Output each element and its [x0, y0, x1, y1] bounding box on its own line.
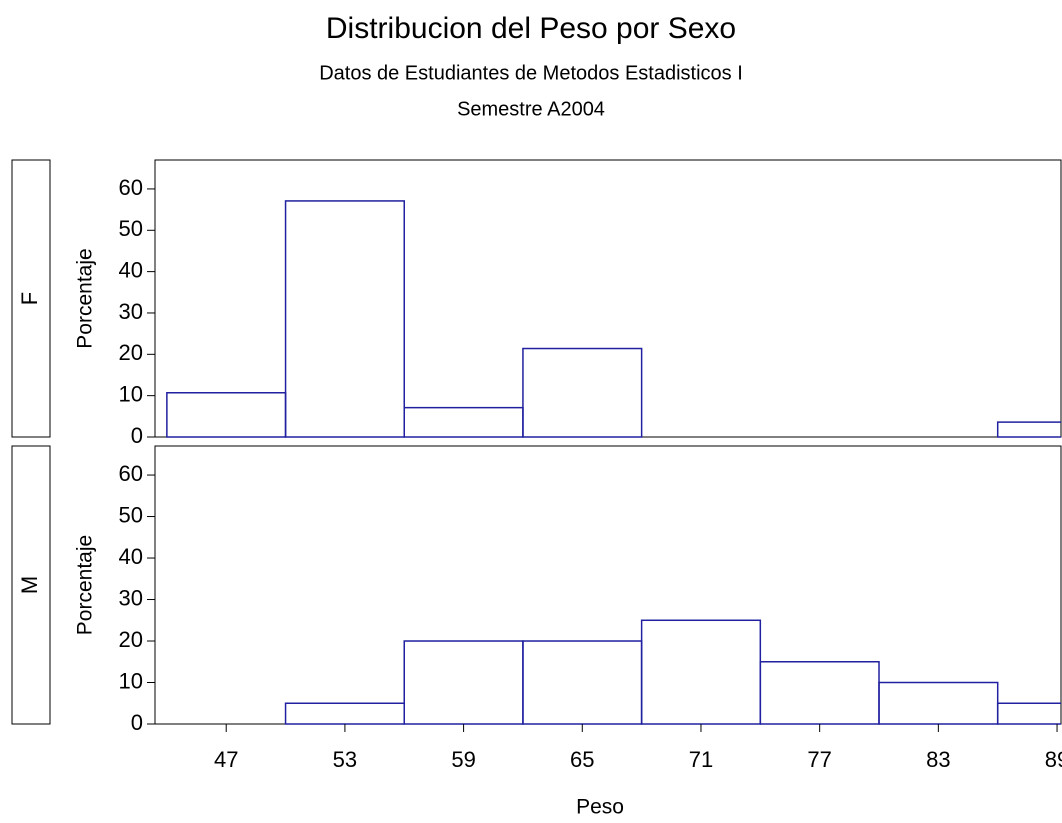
- panel-label-box: [11, 445, 51, 725]
- bar: [522, 640, 643, 725]
- y-tick-label: 30: [119, 585, 143, 610]
- y-tick-label: 50: [119, 502, 143, 527]
- y-tick-label: 0: [131, 423, 143, 448]
- y-tick-label: 10: [119, 668, 143, 693]
- x-tick-label: 71: [689, 747, 713, 772]
- y-tick-label: 10: [119, 381, 143, 406]
- panel-label-box: [11, 159, 51, 438]
- chart-subtitle: Datos de Estudiantes de Metodos Estadist…: [319, 62, 743, 84]
- bar: [284, 702, 405, 725]
- bar: [878, 681, 999, 725]
- y-tick-label: 20: [119, 627, 143, 652]
- y-tick-label: 50: [119, 216, 143, 241]
- bar: [996, 421, 1061, 438]
- x-tick-label: 53: [333, 747, 357, 772]
- y-tick-label: 30: [119, 299, 143, 324]
- y-axis-label: Porcentaje: [74, 535, 97, 635]
- y-tick-label: 0: [131, 710, 143, 735]
- panel-label: F: [17, 292, 42, 305]
- x-tick-label: 65: [570, 747, 594, 772]
- y-tick-label: 40: [119, 544, 143, 569]
- chart-subtitle: Semestre A2004: [457, 98, 605, 120]
- y-tick-label: 20: [119, 340, 143, 365]
- x-tick-label: 77: [807, 747, 831, 772]
- chart-title: Distribucion del Peso por Sexo: [326, 12, 736, 45]
- x-tick-label: 47: [214, 747, 238, 772]
- bar: [759, 661, 880, 725]
- bar: [522, 347, 643, 438]
- y-tick-label: 40: [119, 257, 143, 282]
- bar: [996, 702, 1061, 725]
- bar: [166, 392, 287, 438]
- y-tick-label: 60: [119, 175, 143, 200]
- y-tick-label: 60: [119, 461, 143, 486]
- x-axis-label: Peso: [576, 796, 624, 819]
- bars: [284, 619, 1061, 725]
- x-tick-label: 59: [451, 747, 475, 772]
- bars: [166, 200, 1061, 438]
- bar: [403, 640, 524, 725]
- bar: [403, 406, 524, 438]
- bar: [284, 200, 405, 438]
- panel-label: M: [17, 576, 42, 594]
- y-axis-label: Porcentaje: [74, 248, 97, 348]
- x-tick-label: 89: [1045, 747, 1062, 772]
- bar: [640, 619, 762, 725]
- x-tick-label: 83: [926, 747, 950, 772]
